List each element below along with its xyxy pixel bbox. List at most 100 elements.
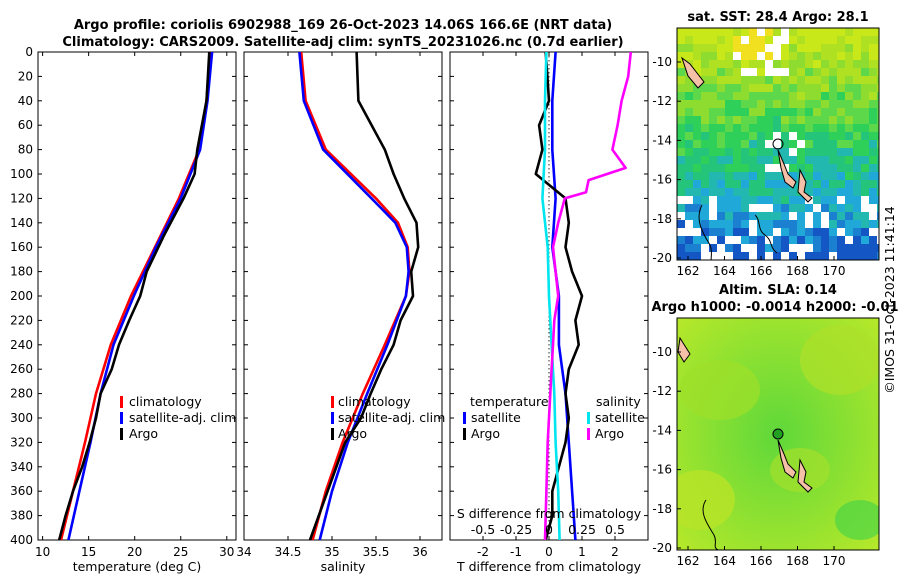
- sst-cell: [693, 172, 702, 181]
- sst-cell: [797, 116, 806, 125]
- sst-cell: [677, 244, 686, 253]
- sst-cell: [749, 108, 758, 117]
- sst-cell: [685, 228, 694, 237]
- sst-cell: [685, 132, 694, 141]
- sst-cell: [829, 100, 838, 109]
- imos-footer: ©IMOS 31-Oct-2023 11:41:14: [882, 206, 897, 394]
- sst-cell: [789, 92, 798, 101]
- sst-cell: [845, 196, 854, 205]
- sst-cell: [877, 236, 879, 245]
- sst-cell: [693, 124, 702, 133]
- sst-cell: [701, 156, 710, 165]
- x-tick-label: 34.5: [275, 545, 302, 559]
- sst-cell: [853, 100, 862, 109]
- sst-cell: [821, 196, 830, 205]
- sst-cell: [861, 244, 870, 253]
- tick-marks: [38, 51, 648, 541]
- sst-cell: [869, 108, 878, 117]
- sst-cell: [837, 84, 846, 93]
- sst-cell: [845, 212, 854, 221]
- sst-cell: [749, 76, 758, 85]
- sst-cell: [773, 236, 782, 245]
- sst-cell: [733, 204, 742, 213]
- sst-cell: [845, 252, 854, 260]
- sst-cell: [765, 252, 774, 260]
- sst-cell: [821, 52, 830, 61]
- lon-tick-label: 164: [713, 554, 736, 568]
- s-difference-label: S difference from climatology: [457, 506, 642, 521]
- sst-cell: [821, 124, 830, 133]
- sst-cell: [733, 156, 742, 165]
- sst-cell: [693, 84, 702, 93]
- sst-cell: [789, 108, 798, 117]
- lon-tick-label: 168: [786, 554, 809, 568]
- sst-cell: [853, 220, 862, 229]
- sst-cell: [821, 140, 830, 149]
- sst-cell: [837, 76, 846, 85]
- sst-cell: [813, 156, 822, 165]
- sst-cell: [789, 156, 798, 165]
- sst-cell: [805, 172, 814, 181]
- sst-cell: [845, 116, 854, 125]
- sst-cell: [829, 244, 838, 253]
- sst-cell: [765, 116, 774, 125]
- sst-cell: [693, 220, 702, 229]
- sst-cell: [869, 84, 878, 93]
- sst-cell: [677, 36, 686, 45]
- sst-cell: [701, 212, 710, 221]
- sst-cell: [837, 164, 846, 173]
- sst-cell: [861, 76, 870, 85]
- sst-cell: [861, 180, 870, 189]
- sst-cell: [677, 52, 686, 61]
- sst-cell: [797, 140, 806, 149]
- sst-cell: [709, 172, 718, 181]
- sst-cell: [781, 156, 790, 165]
- sst-cell: [757, 76, 766, 85]
- sst-cell: [765, 188, 774, 197]
- sst-cell: [677, 116, 686, 125]
- sst-cell: [805, 164, 814, 173]
- sst-cell: [733, 100, 742, 109]
- sst-cell: [789, 28, 798, 37]
- sst-cell: [869, 44, 878, 53]
- lat-tick-label: -18: [652, 502, 672, 516]
- sst-cell: [877, 172, 879, 181]
- sst-cell: [741, 212, 750, 221]
- legend-swatch-argo: [331, 428, 334, 440]
- sst-cell: [749, 100, 758, 109]
- sst-cell: [813, 100, 822, 109]
- sst-cell: [717, 60, 726, 69]
- sst-cell: [813, 124, 822, 133]
- sst-cell: [701, 28, 710, 37]
- sst-cell: [709, 244, 718, 253]
- depth-tick-label: 260: [10, 362, 33, 376]
- sst-cell: [813, 220, 822, 229]
- sst-cell: [693, 36, 702, 45]
- sst-cell: [877, 108, 879, 117]
- sst-cell: [693, 92, 702, 101]
- sst-cell: [797, 212, 806, 221]
- sst-cell: [733, 116, 742, 125]
- sst-cell: [709, 140, 718, 149]
- sst-cell: [757, 132, 766, 141]
- legend-temperature-title: temperature: [470, 394, 549, 409]
- sst-cell: [741, 164, 750, 173]
- sst-cell: [869, 124, 878, 133]
- sst-cell: [805, 132, 814, 141]
- sst-cell: [749, 60, 758, 69]
- sst-cell: [685, 84, 694, 93]
- sst-cell: [869, 236, 878, 245]
- sst-cell: [781, 212, 790, 221]
- sst-cell: [877, 52, 879, 61]
- sst-cell: [837, 60, 846, 69]
- sst-cell: [853, 212, 862, 221]
- sst-cell: [861, 84, 870, 93]
- sst-cell: [845, 68, 854, 77]
- sst-cell: [829, 60, 838, 69]
- sst-cell: [805, 44, 814, 53]
- sst-cell: [845, 100, 854, 109]
- sst-cell: [829, 228, 838, 237]
- sst-cell: [765, 228, 774, 237]
- legend-argo: Argo: [129, 426, 158, 441]
- sst-cell: [781, 236, 790, 245]
